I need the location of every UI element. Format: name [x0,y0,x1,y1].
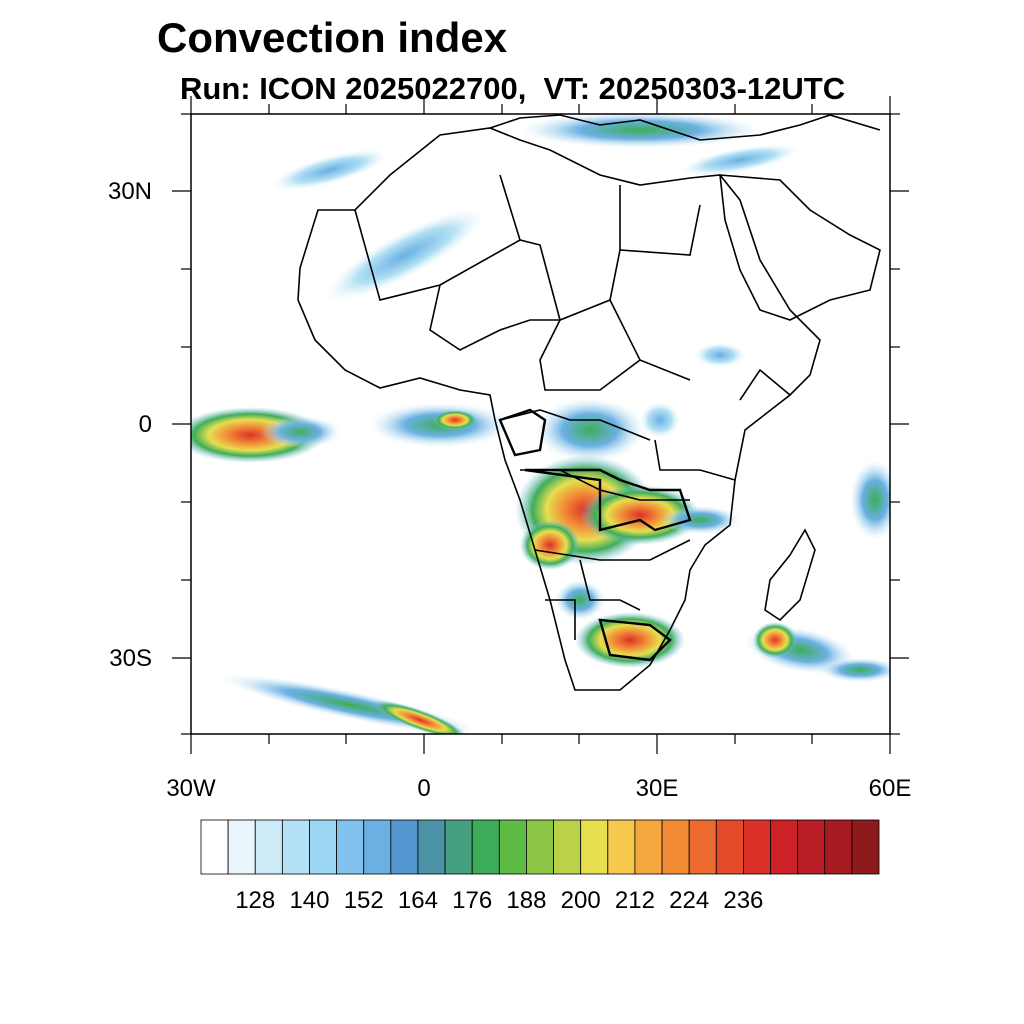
colorbar-swatch [607,819,636,875]
colorbar-swatch [688,819,717,875]
colorbar-swatch [715,819,744,875]
colorbar-swatch [498,819,527,875]
colorbar-swatch [580,819,609,875]
colorbar-swatch [363,819,392,875]
colorbar-tick-label: 188 [506,887,547,914]
colorbar-swatch [200,819,229,875]
colorbar-swatch [417,819,446,875]
colorbar-swatch [471,819,500,875]
colorbar-swatch [661,819,690,875]
colorbar-tick-label: 164 [397,887,438,914]
coastlines [297,114,881,691]
lon-label-60e: 60E [868,775,912,802]
lat-label-30s: 30S [109,645,152,672]
lat-label-0: 0 [138,411,152,438]
map-subtitle: Run: ICON 2025022700, VT: 20250303-12UTC [180,71,846,106]
colorbar-tick-label: 224 [669,887,710,914]
colorbar-swatch [553,819,582,875]
colorbar-swatch [444,819,473,875]
colorbar-swatch [281,819,310,875]
colorbar-tick-label: 212 [614,887,655,914]
axis-ticks [172,96,909,754]
colorbar-tick-label: 176 [452,887,493,914]
colorbar-swatch [851,819,880,875]
colorbar-tick-label: 140 [289,887,330,914]
colorbar-swatch [336,819,365,875]
colorbar-swatch [770,819,799,875]
colorbar-swatch [743,819,771,875]
lon-label-30e: 30E [635,775,679,802]
colorbar-swatch [227,819,256,875]
colorbar-tick-label: 236 [723,887,764,914]
colorbar-swatch [824,819,853,875]
colorbar-swatch [254,819,283,875]
colorbar [200,819,880,875]
lon-label-0: 0 [417,775,431,802]
colorbar-tick-label: 128 [235,887,276,914]
convection-field [191,114,890,734]
colorbar-swatch [634,819,663,875]
highlighted-regions [498,408,692,662]
colorbar-tick-label: 200 [560,887,601,914]
colorbar-swatch [526,819,554,875]
colorbar-swatch [309,819,338,875]
lat-label-30n: 30N [107,178,152,205]
colorbar-swatch [797,819,826,875]
colorbar-swatch [390,819,419,875]
lon-label-30w: 30W [166,775,216,802]
colorbar-tick-label: 152 [343,887,384,914]
map-title: Convection index [157,14,508,61]
